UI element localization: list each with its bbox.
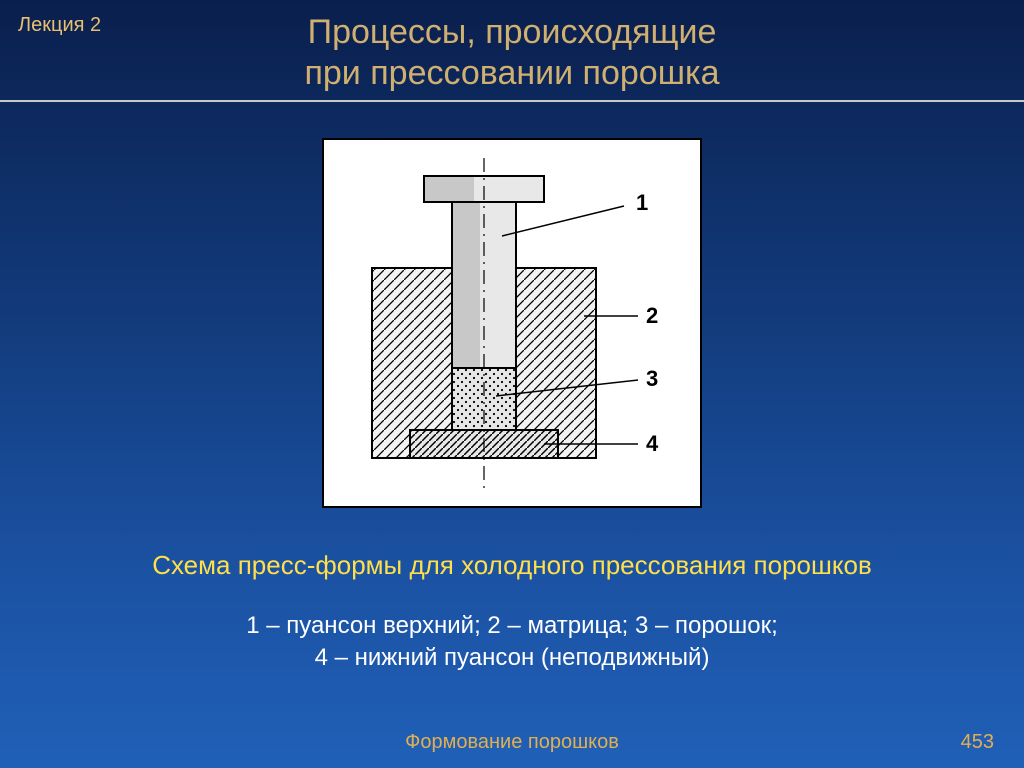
press-mold-diagram: 1 2 3 4: [322, 138, 702, 508]
title-line-2: при прессовании порошка: [0, 53, 1024, 94]
diagram-label-3: 3: [646, 366, 658, 391]
slide: Лекция 2 Процессы, происходящие при прес…: [0, 0, 1024, 768]
footer-text: Формование порошков: [0, 731, 1024, 754]
title-rule: [0, 100, 1024, 102]
diagram-label-1: 1: [636, 190, 648, 215]
diagram-label-4: 4: [646, 431, 659, 456]
legend-line-2: 4 – нижний пуансон (неподвижный): [0, 642, 1024, 674]
slide-title: Процессы, происходящие при прессовании п…: [0, 12, 1024, 94]
diagram-label-2: 2: [646, 303, 658, 328]
title-line-1: Процессы, происходящие: [0, 12, 1024, 53]
page-number: 453: [961, 731, 994, 754]
diagram-caption: Схема пресс-формы для холодного прессова…: [0, 550, 1024, 581]
legend-line-1: 1 – пуансон верхний; 2 – матрица; 3 – по…: [0, 610, 1024, 642]
diagram-legend: 1 – пуансон верхний; 2 – матрица; 3 – по…: [0, 610, 1024, 675]
